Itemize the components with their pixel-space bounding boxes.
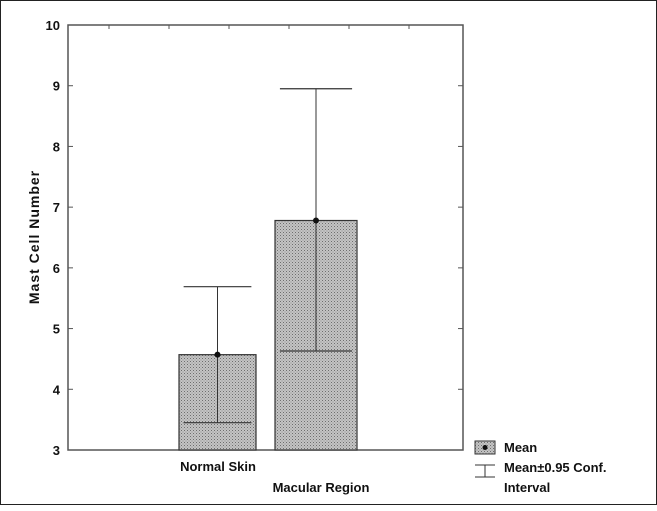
bars bbox=[178, 88, 358, 451]
legend-mean-label: Mean bbox=[504, 440, 537, 455]
y-axis-title: Mast Cell Number bbox=[26, 170, 42, 304]
y-tick-label: 3 bbox=[53, 443, 60, 458]
y-tick-label: 6 bbox=[53, 261, 60, 276]
y-tick-label: 8 bbox=[53, 139, 60, 154]
y-tick-label: 7 bbox=[53, 200, 60, 215]
legend-ci-label-line1: Mean±0.95 Conf. bbox=[504, 460, 607, 475]
legend-ci-label-line2: Interval bbox=[504, 480, 550, 495]
x-category-label: Macular Region bbox=[273, 480, 370, 495]
y-tick-label: 9 bbox=[53, 79, 60, 94]
legend-mean-dot bbox=[482, 445, 488, 450]
legend: Mean Mean±0.95 Conf. Interval bbox=[474, 440, 607, 495]
plot-area bbox=[67, 24, 464, 451]
mean-marker bbox=[214, 351, 221, 358]
y-tick-label: 4 bbox=[53, 382, 61, 397]
x-axis-labels: Normal Skin Macular Region bbox=[180, 459, 369, 495]
mean-marker bbox=[313, 217, 319, 224]
y-tick-label: 5 bbox=[53, 322, 60, 337]
legend-ci-label: Mean±0.95 Conf. Interval bbox=[504, 460, 607, 495]
y-tick-label: 10 bbox=[46, 18, 60, 33]
y-axis: 3 4 5 6 7 8 9 10 bbox=[46, 18, 463, 458]
x-category-label: Normal Skin bbox=[180, 459, 256, 474]
